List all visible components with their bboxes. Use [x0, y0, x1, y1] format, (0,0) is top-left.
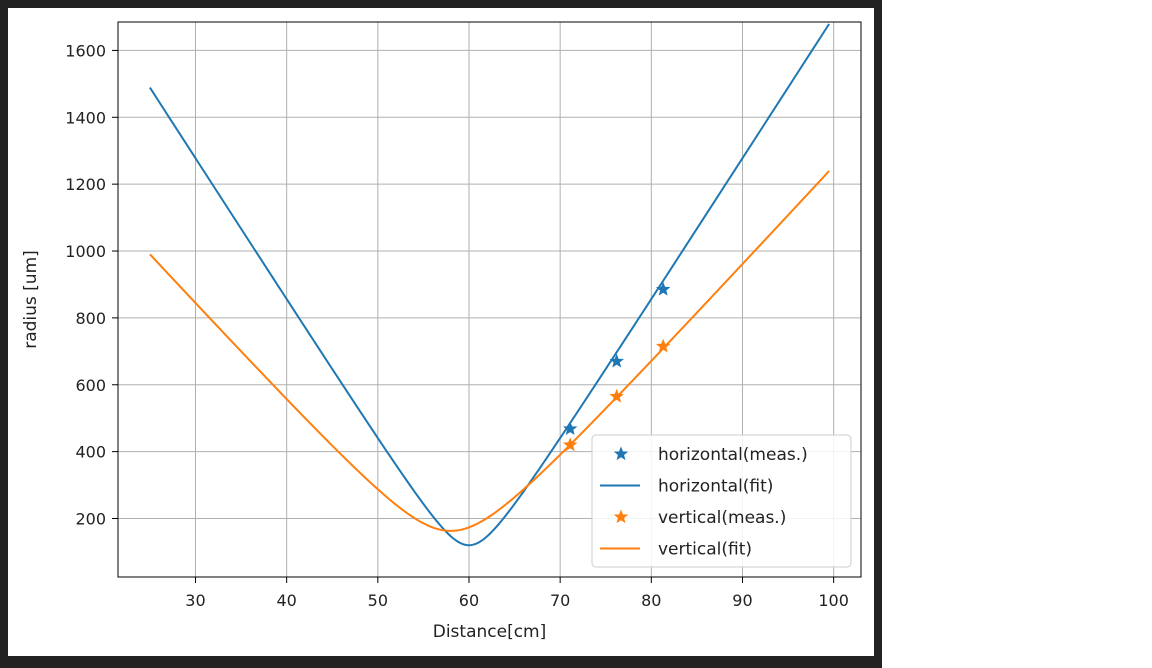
x-tick-label: 40	[276, 591, 296, 610]
data-point-vertical-meas	[562, 437, 578, 452]
legend-label-vertical-meas: vertical(meas.)	[658, 508, 786, 528]
x-axis-label: Distance[cm]	[433, 622, 547, 642]
legend-label-vertical-fit: vertical(fit)	[658, 540, 752, 560]
plot-border	[117, 21, 862, 578]
x-tick-label: 30	[185, 591, 205, 610]
legend: horizontal(meas.) horizontal(fit) vertical…	[591, 434, 852, 568]
y-tick-label: 1200	[65, 175, 106, 194]
x-tick-label: 80	[641, 591, 661, 610]
y-tick-label: 1000	[65, 242, 106, 261]
y-axis-label: radius [um]	[21, 250, 41, 349]
figure-frame: 30 40 50 60 70 80 90 100 200 400 600 800 1000 1200 140…	[0, 0, 882, 668]
data-point-vertical-meas	[655, 338, 671, 353]
y-tick-label: 200	[75, 509, 106, 528]
x-tick-label: 90	[732, 591, 752, 610]
y-tick-label: 400	[75, 443, 106, 462]
x-tick-label: 70	[550, 591, 570, 610]
data-point-horizontal-meas	[562, 421, 578, 436]
data-point-vertical-meas	[609, 388, 624, 403]
series-layer	[149, 23, 830, 547]
line-chart: 30 40 50 60 70 80 90 100 200 400 600 800 1000 1200 140…	[8, 8, 874, 656]
series-line-vertical-fit	[149, 170, 830, 532]
x-tick-label: 60	[459, 591, 479, 610]
y-tick-label: 600	[75, 376, 106, 395]
series-line-horizontal-fit	[149, 23, 830, 547]
legend-label-horizontal-meas: horizontal(meas.)	[658, 445, 808, 465]
x-tick-label: 100	[818, 591, 849, 610]
legend-swatch-horizontal-meas	[613, 446, 629, 461]
y-tick-label: 1600	[65, 41, 106, 60]
data-point-horizontal-meas	[655, 281, 671, 296]
y-tick-label: 800	[75, 309, 106, 328]
axis-ticks: 30 40 50 60 70 80 90 100 200 400 600 800 1000 1200 140…	[65, 41, 849, 610]
y-tick-label: 1400	[65, 108, 106, 127]
data-point-horizontal-meas	[609, 353, 624, 368]
legend-swatch-vertical-meas	[613, 509, 629, 524]
legend-box	[591, 434, 852, 568]
legend-label-horizontal-fit: horizontal(fit)	[658, 477, 773, 497]
x-tick-label: 50	[368, 591, 388, 610]
